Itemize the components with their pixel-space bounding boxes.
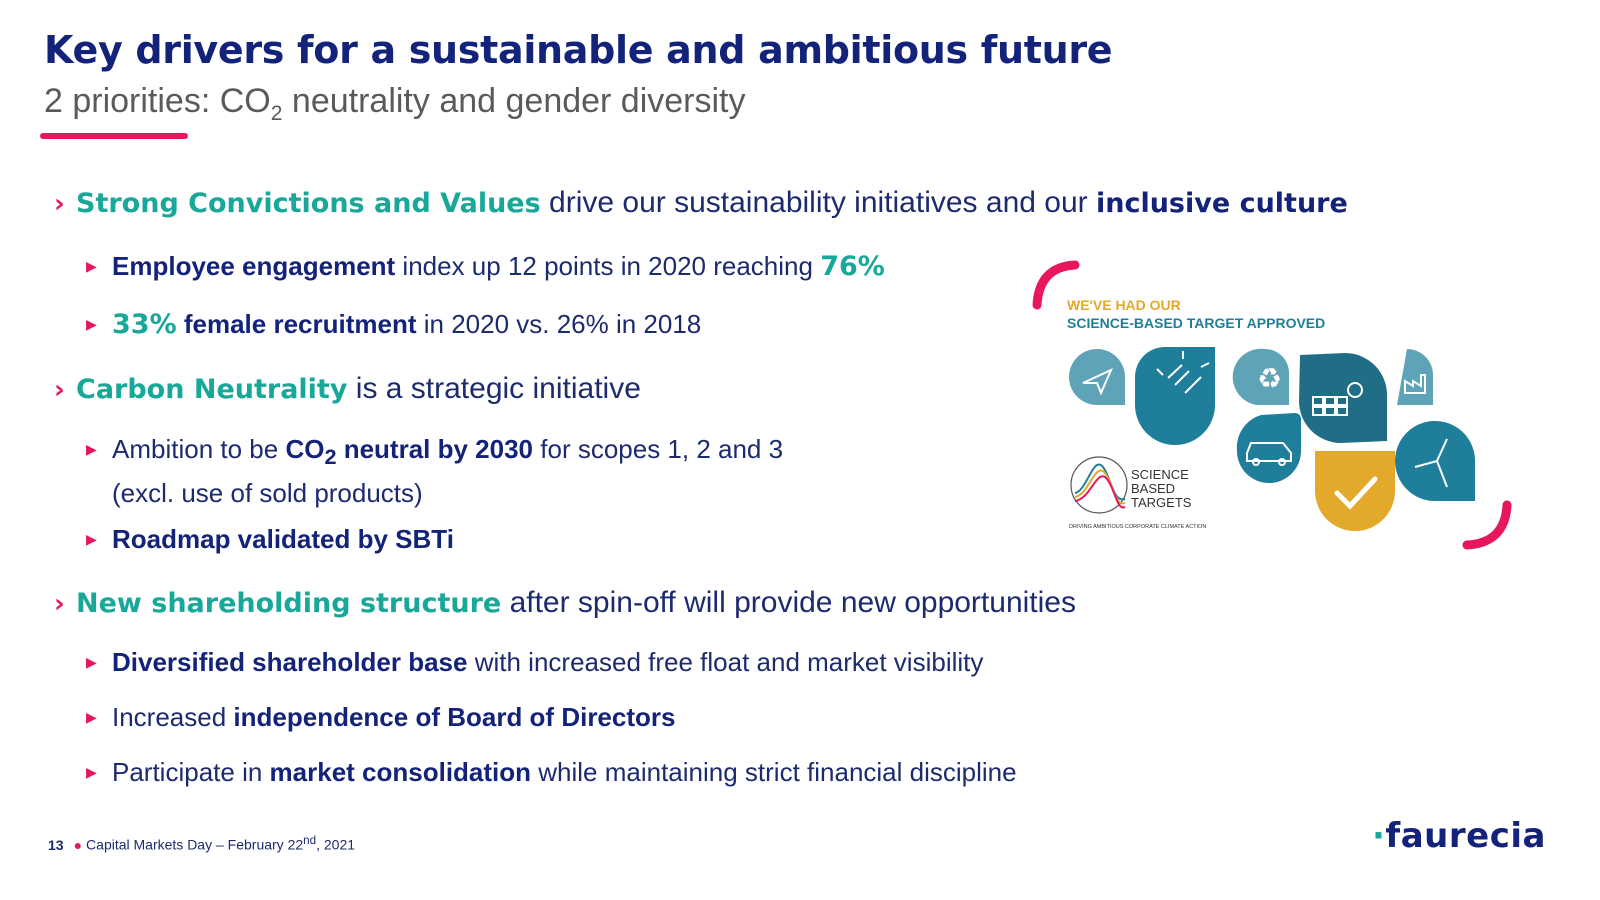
chevron-right-icon: › (54, 589, 65, 619)
svg-text:BASED: BASED (1131, 481, 1175, 496)
bullet-arrow-icon: ▶ (86, 764, 97, 780)
factory-icon (1404, 374, 1426, 394)
bullet-employee-engagement: ▶ Employee engagement index up 12 points … (86, 248, 885, 285)
bullet-roadmap-sbti: ▶ Roadmap validated by SBTi (86, 521, 454, 557)
bullet-arrow-icon: ▶ (86, 709, 97, 725)
accent-arc-bottom (1462, 500, 1512, 550)
graphic-line-1: WE'VE HAD OUR (1067, 297, 1181, 313)
bullet-co2-ambition: ▶ Ambition to be CO2 neutral by 2030 for … (86, 431, 783, 511)
footer: 13 ● Capital Markets Day – February 22nd, … (48, 834, 356, 853)
bullet-shareholder-base: ▶ Diversified shareholder base with incre… (86, 644, 983, 680)
bullet-market-consolidation: ▶ Participate in market consolidation whi… (86, 754, 1017, 790)
bullet-female-recruitment: ▶ 33% female recruitment in 2020 vs. 26% … (86, 306, 701, 343)
bullet-arrow-icon: ▶ (86, 258, 97, 274)
accent-arc-top (1032, 260, 1080, 310)
bullet-arrow-icon: ▶ (86, 316, 97, 332)
section-convictions: › Strong Convictions and Values drive our… (54, 186, 1348, 219)
page-number: 13 (48, 836, 64, 853)
solar-panel-icon (1312, 382, 1363, 416)
title-accent-bar (40, 133, 188, 139)
svg-text:SCIENCE: SCIENCE (1131, 467, 1189, 482)
chevron-right-icon: › (54, 189, 65, 219)
page-subtitle: 2 priorities: CO2 neutrality and gender … (44, 82, 746, 125)
science-based-target-graphic: WE'VE HAD OUR SCIENCE-BASED TARGET APPRO… (1032, 260, 1512, 550)
page-title: Key drivers for a sustainable and ambiti… (44, 28, 1113, 72)
footer-dot-icon: ● (73, 836, 83, 853)
graphic-line-2: SCIENCE-BASED TARGET APPROVED (1067, 315, 1325, 331)
chevron-right-icon: › (54, 375, 65, 405)
lightbulb-tile (1135, 347, 1215, 445)
section-shareholding: › New shareholding structure after spin-o… (54, 586, 1076, 619)
recycle-tile (1232, 348, 1289, 405)
lightbulb-icon (1156, 351, 1210, 394)
bullet-arrow-icon: ▶ (86, 531, 97, 547)
recycle-icon: ♻ (1257, 362, 1282, 395)
section-carbon-neutrality: › Carbon Neutrality is a strategic initia… (54, 372, 641, 405)
wind-turbine-icon (1414, 438, 1448, 488)
science-based-targets-logo: SCIENCE BASED TARGETS DRIVING AMBITIOUS … (1069, 456, 1206, 530)
faurecia-logo: ·faurecia (1372, 816, 1546, 856)
bullet-arrow-icon: ▶ (86, 441, 97, 457)
checkmark-icon (1334, 476, 1378, 510)
svg-text:TARGETS: TARGETS (1131, 495, 1192, 510)
bullet-board-independence: ▶ Increased independence of Board of Dire… (86, 699, 675, 735)
car-tile (1236, 413, 1301, 483)
svg-text:DRIVING AMBITIOUS CORPORATE CL: DRIVING AMBITIOUS CORPORATE CLIMATE ACTI… (1069, 524, 1206, 530)
bullet-arrow-icon: ▶ (86, 654, 97, 670)
checkmark-tile (1315, 451, 1395, 531)
electric-car-icon (1246, 442, 1292, 466)
paper-plane-icon (1082, 367, 1113, 396)
factory-tile (1397, 349, 1433, 405)
